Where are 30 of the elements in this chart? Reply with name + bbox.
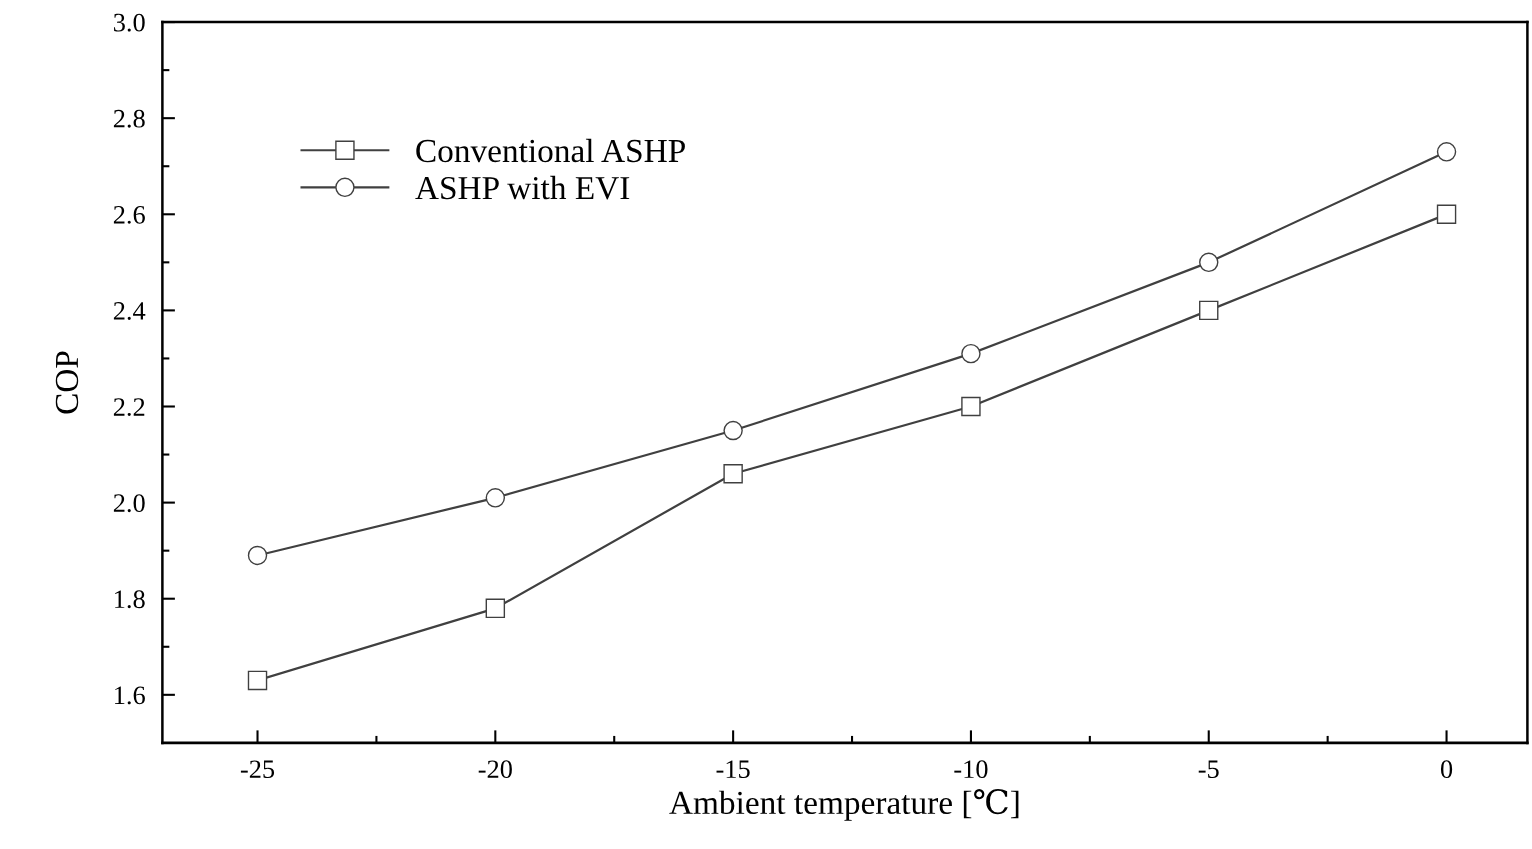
x-tick-label: -10 [954,760,988,779]
point [1199,300,1219,321]
point [961,343,981,364]
x-axis-title: Ambient temperature [℃] [669,789,1019,821]
x-tick-label: -5 [1198,760,1219,779]
y-tick-label: 1.6 [115,686,145,705]
x-tick-label: -25 [240,760,275,779]
y-tick-label: 2.2 [113,398,145,417]
point [247,545,268,566]
point [485,488,506,508]
y-tick-label: 2.4 [113,302,146,320]
point [723,420,743,441]
y-tick-label: 2.0 [113,494,145,513]
point [723,464,743,484]
y-tick-label: 1.8 [115,590,145,609]
y-tick-label: 2.8 [113,109,145,128]
point [247,670,268,691]
point [1436,204,1457,225]
point [961,396,981,417]
point [1199,252,1219,273]
y-tick-label: 3.0 [114,13,145,32]
legend-label: Conventional ASHP [416,138,685,163]
x-tick-label: 0 [1440,760,1453,779]
x-tick-label: -15 [716,760,750,779]
y-tick-label: 2.6 [113,205,145,224]
x-tick-label: -20 [478,760,512,779]
point [485,598,506,619]
legend-label: ASHP with EVI [415,175,630,200]
point [1436,142,1457,162]
y-axis-title: COP [55,351,79,414]
